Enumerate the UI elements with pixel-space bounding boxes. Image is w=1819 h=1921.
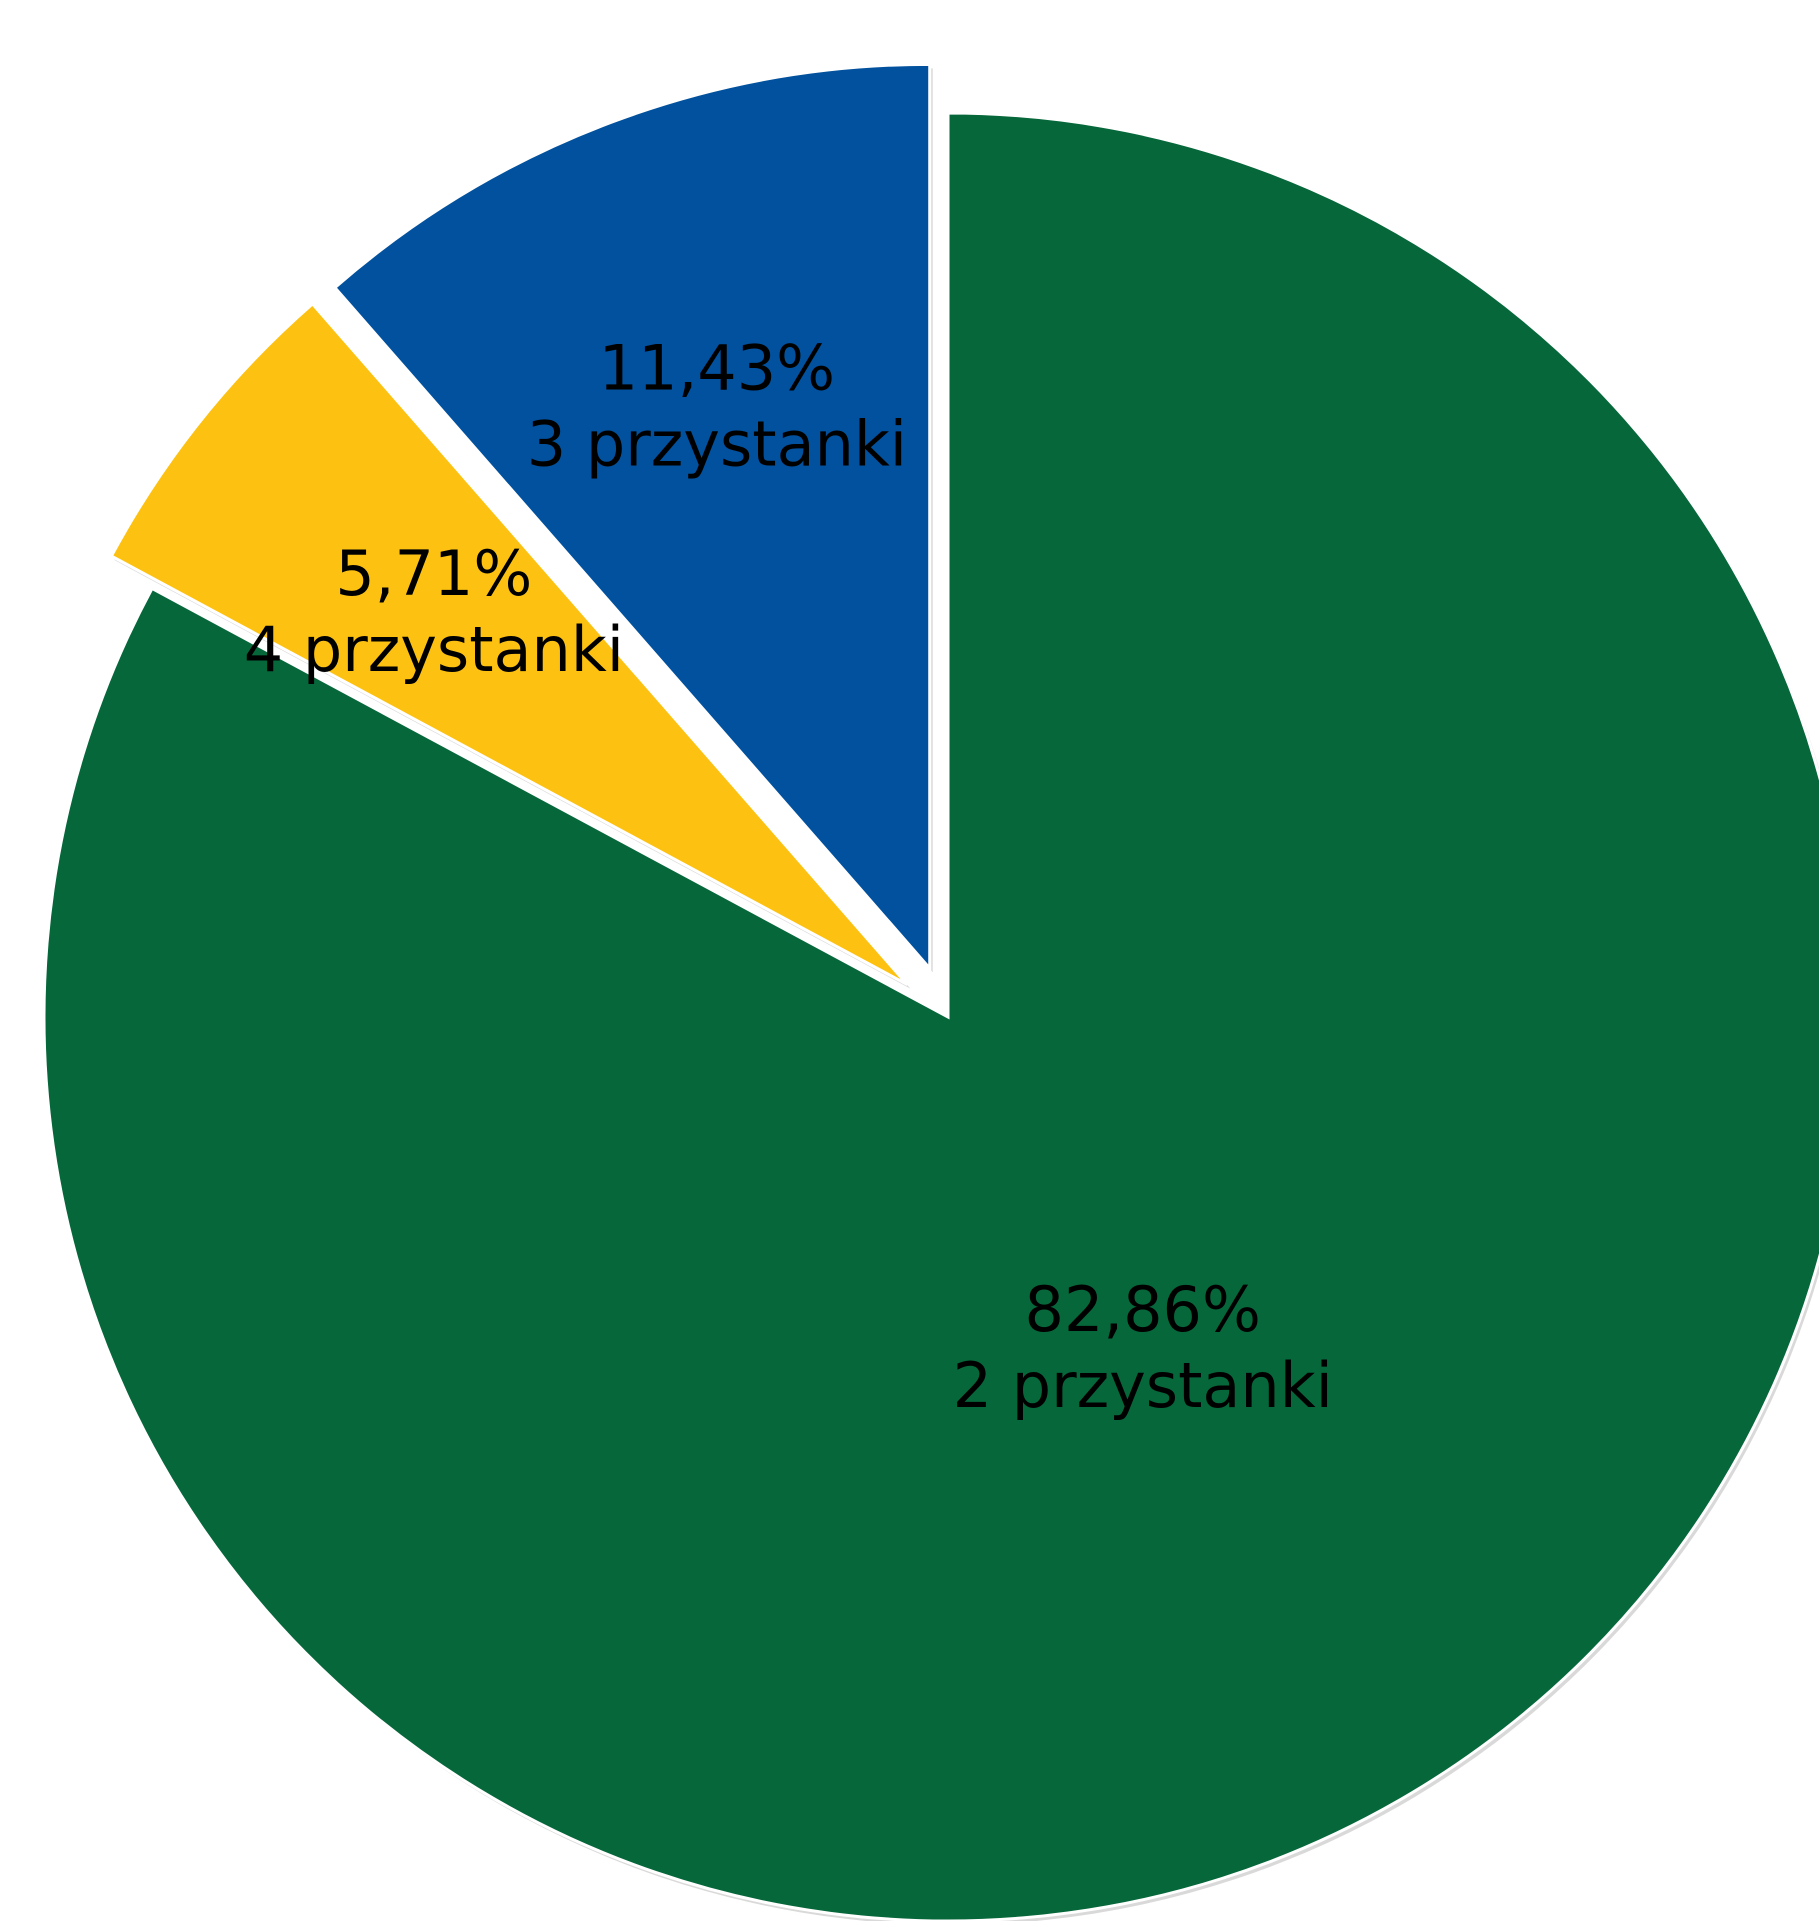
data-label-category: 4 przystanki bbox=[244, 613, 624, 686]
data-label-category: 3 przystanki bbox=[527, 407, 907, 480]
data-label-percent: 82,86% bbox=[1025, 1273, 1261, 1346]
data-label-category: 2 przystanki bbox=[953, 1349, 1333, 1422]
pie-slice-4-przystanki bbox=[109, 301, 909, 986]
pie-slices bbox=[42, 62, 1819, 1921]
data-label-2: 82,86% 2 przystanki bbox=[953, 1273, 1333, 1422]
pie-slice-3-przystanki bbox=[332, 62, 932, 973]
data-label-3: 11,43% 3 przystanki bbox=[527, 331, 907, 480]
data-label-percent: 11,43% bbox=[599, 331, 835, 404]
data-label-4: 5,71% 4 przystanki bbox=[244, 537, 624, 686]
data-labels: 82,86% 2 przystanki 5,71% 4 przystanki 11,43… bbox=[244, 331, 1333, 1422]
data-label-percent: 5,71% bbox=[335, 537, 532, 610]
pie-slice-2-przystanki bbox=[42, 111, 1819, 1921]
